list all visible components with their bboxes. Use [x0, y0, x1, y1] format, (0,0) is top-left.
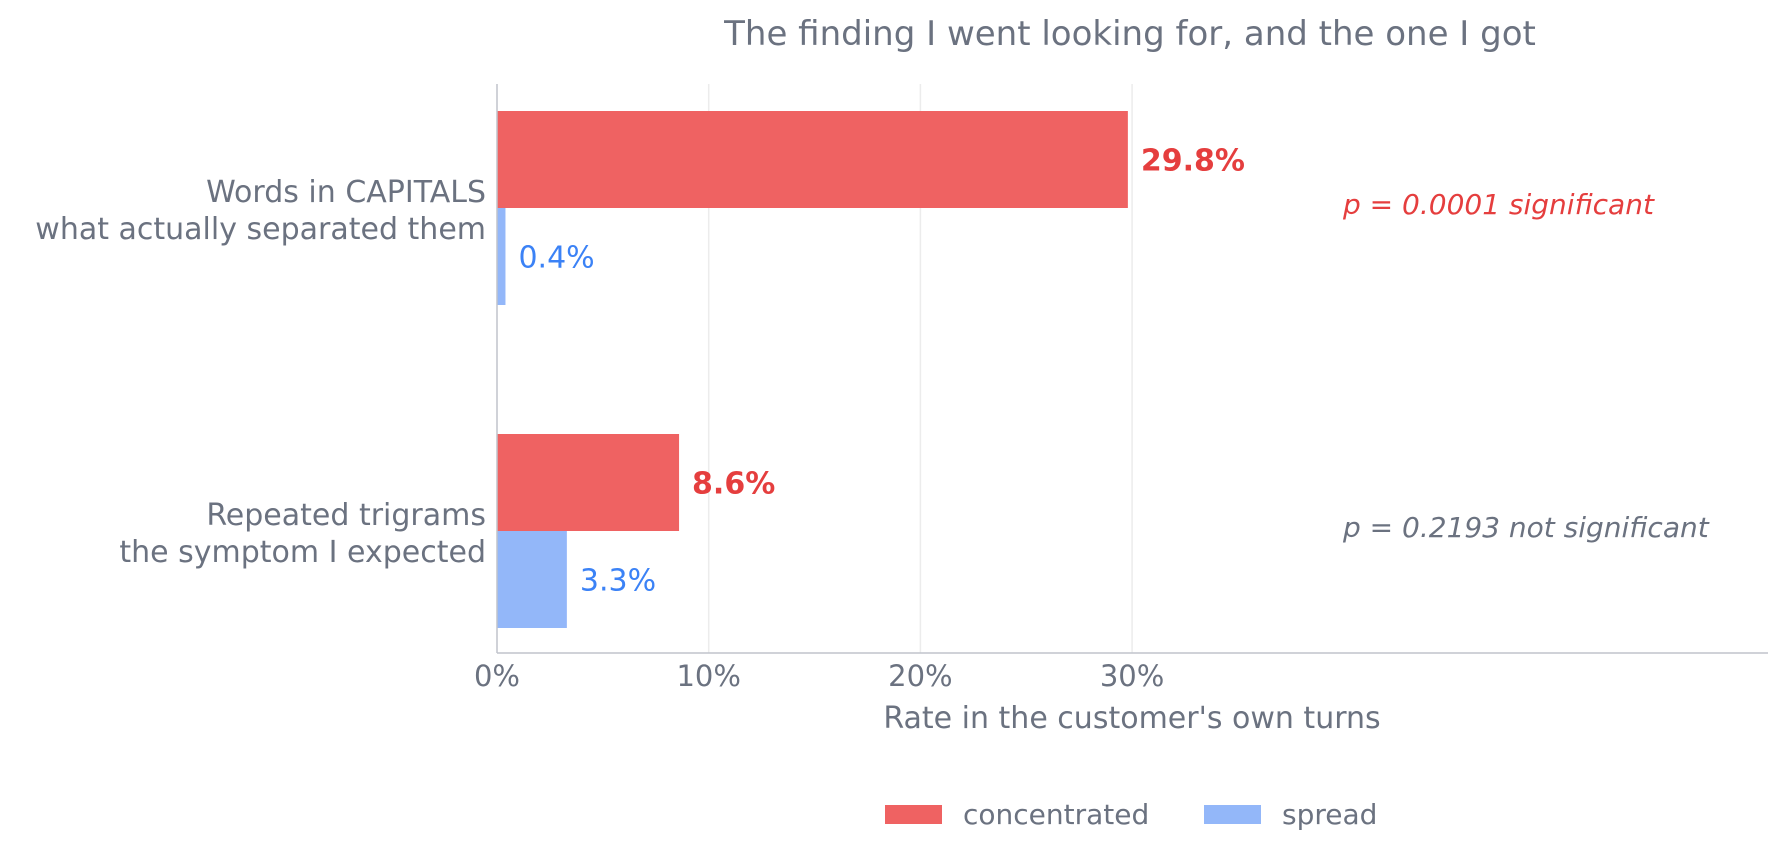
- x-tick-label: 0%: [474, 659, 520, 693]
- value-label: 0.4%: [518, 241, 594, 276]
- x-tick-label: 30%: [1100, 659, 1164, 693]
- p-value-annotation: p = 0.2193 not significant: [1342, 511, 1710, 544]
- legend-swatch-spread: [1204, 805, 1261, 824]
- category-label: Words in CAPITALS: [206, 175, 486, 210]
- value-labels: 29.8% 8.6% 0.4% 3.3%: [518, 144, 1244, 599]
- bar-concentrated: [497, 434, 680, 531]
- x-tick-label: 20%: [888, 659, 952, 693]
- x-tick-label: 10%: [676, 659, 740, 693]
- value-label: 3.3%: [580, 564, 656, 599]
- legend-label-concentrated: concentrated: [963, 798, 1149, 831]
- chart-title: The finding I went looking for, and the …: [723, 14, 1536, 54]
- category-label: Repeated trigrams: [206, 498, 486, 533]
- value-label: 29.8%: [1141, 144, 1245, 179]
- bar-concentrated: [497, 111, 1128, 208]
- legend-label-spread: spread: [1282, 798, 1377, 831]
- bar-spread: [497, 208, 506, 305]
- category-sublabel: the symptom I expected: [119, 535, 486, 570]
- x-axis-label: Rate in the customer's own turns: [883, 701, 1380, 736]
- bars: [497, 111, 1128, 628]
- bar-spread: [497, 531, 567, 628]
- value-label: 8.6%: [692, 467, 775, 502]
- legend-swatch-concentrated: [885, 805, 942, 824]
- p-value-annotations: p = 0.0001 significant p = 0.2193 not si…: [1342, 188, 1710, 544]
- category-sublabel: what actually separated them: [35, 212, 486, 247]
- x-tick-labels: 0% 10% 20% 30%: [474, 659, 1164, 693]
- category-labels: Words in CAPITALS what actually separate…: [35, 175, 486, 570]
- p-value-annotation: p = 0.0001 significant: [1342, 188, 1655, 221]
- legend: concentrated spread: [885, 798, 1377, 831]
